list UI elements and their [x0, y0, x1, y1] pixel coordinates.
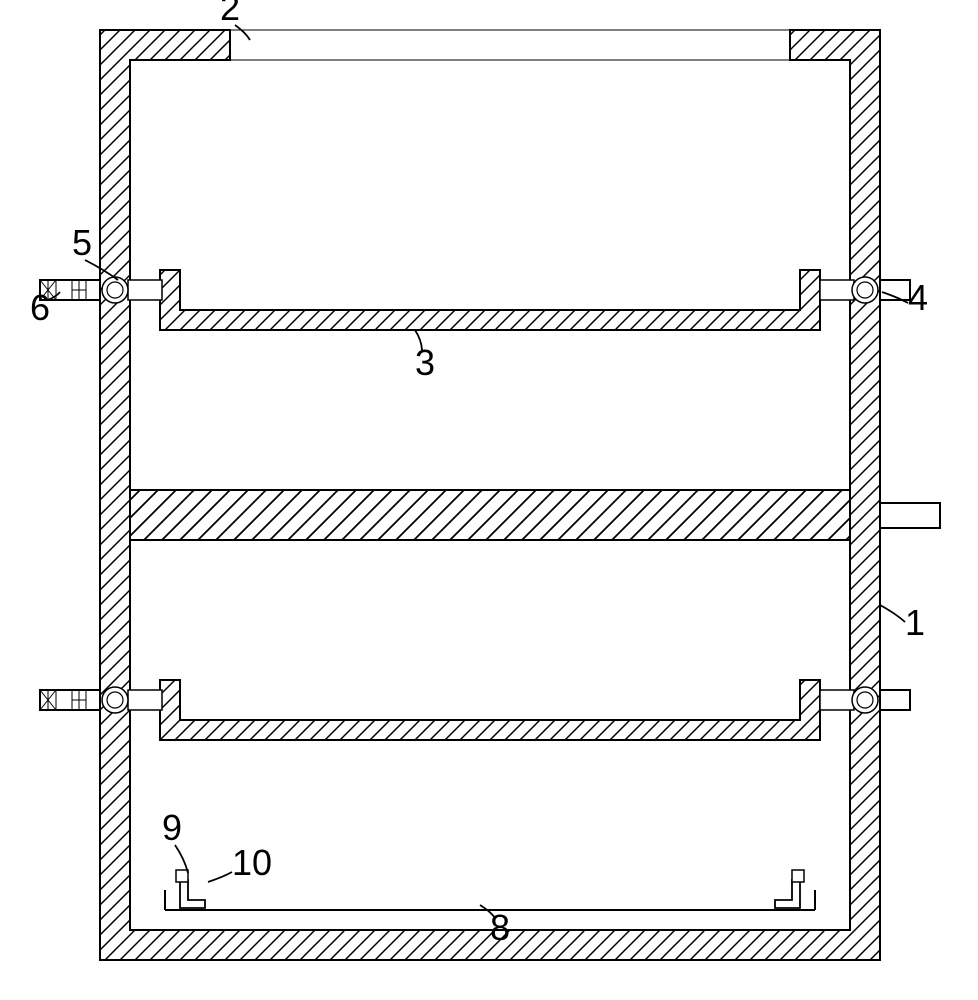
label-1: 1: [905, 602, 925, 643]
labels: 2 56 4 3 1 9 10 8: [30, 0, 928, 948]
engineering-diagram: 2 56 4 3 1 9 10 8: [0, 0, 978, 1000]
label-2: 2: [220, 0, 240, 28]
label-4: 4: [908, 277, 928, 318]
label-6: 6: [30, 287, 50, 328]
label-3: 3: [415, 342, 435, 383]
label-9: 9: [162, 807, 182, 848]
label-8: 8: [490, 907, 510, 948]
label-10: 10: [232, 842, 272, 883]
label-5: 5: [72, 222, 92, 263]
